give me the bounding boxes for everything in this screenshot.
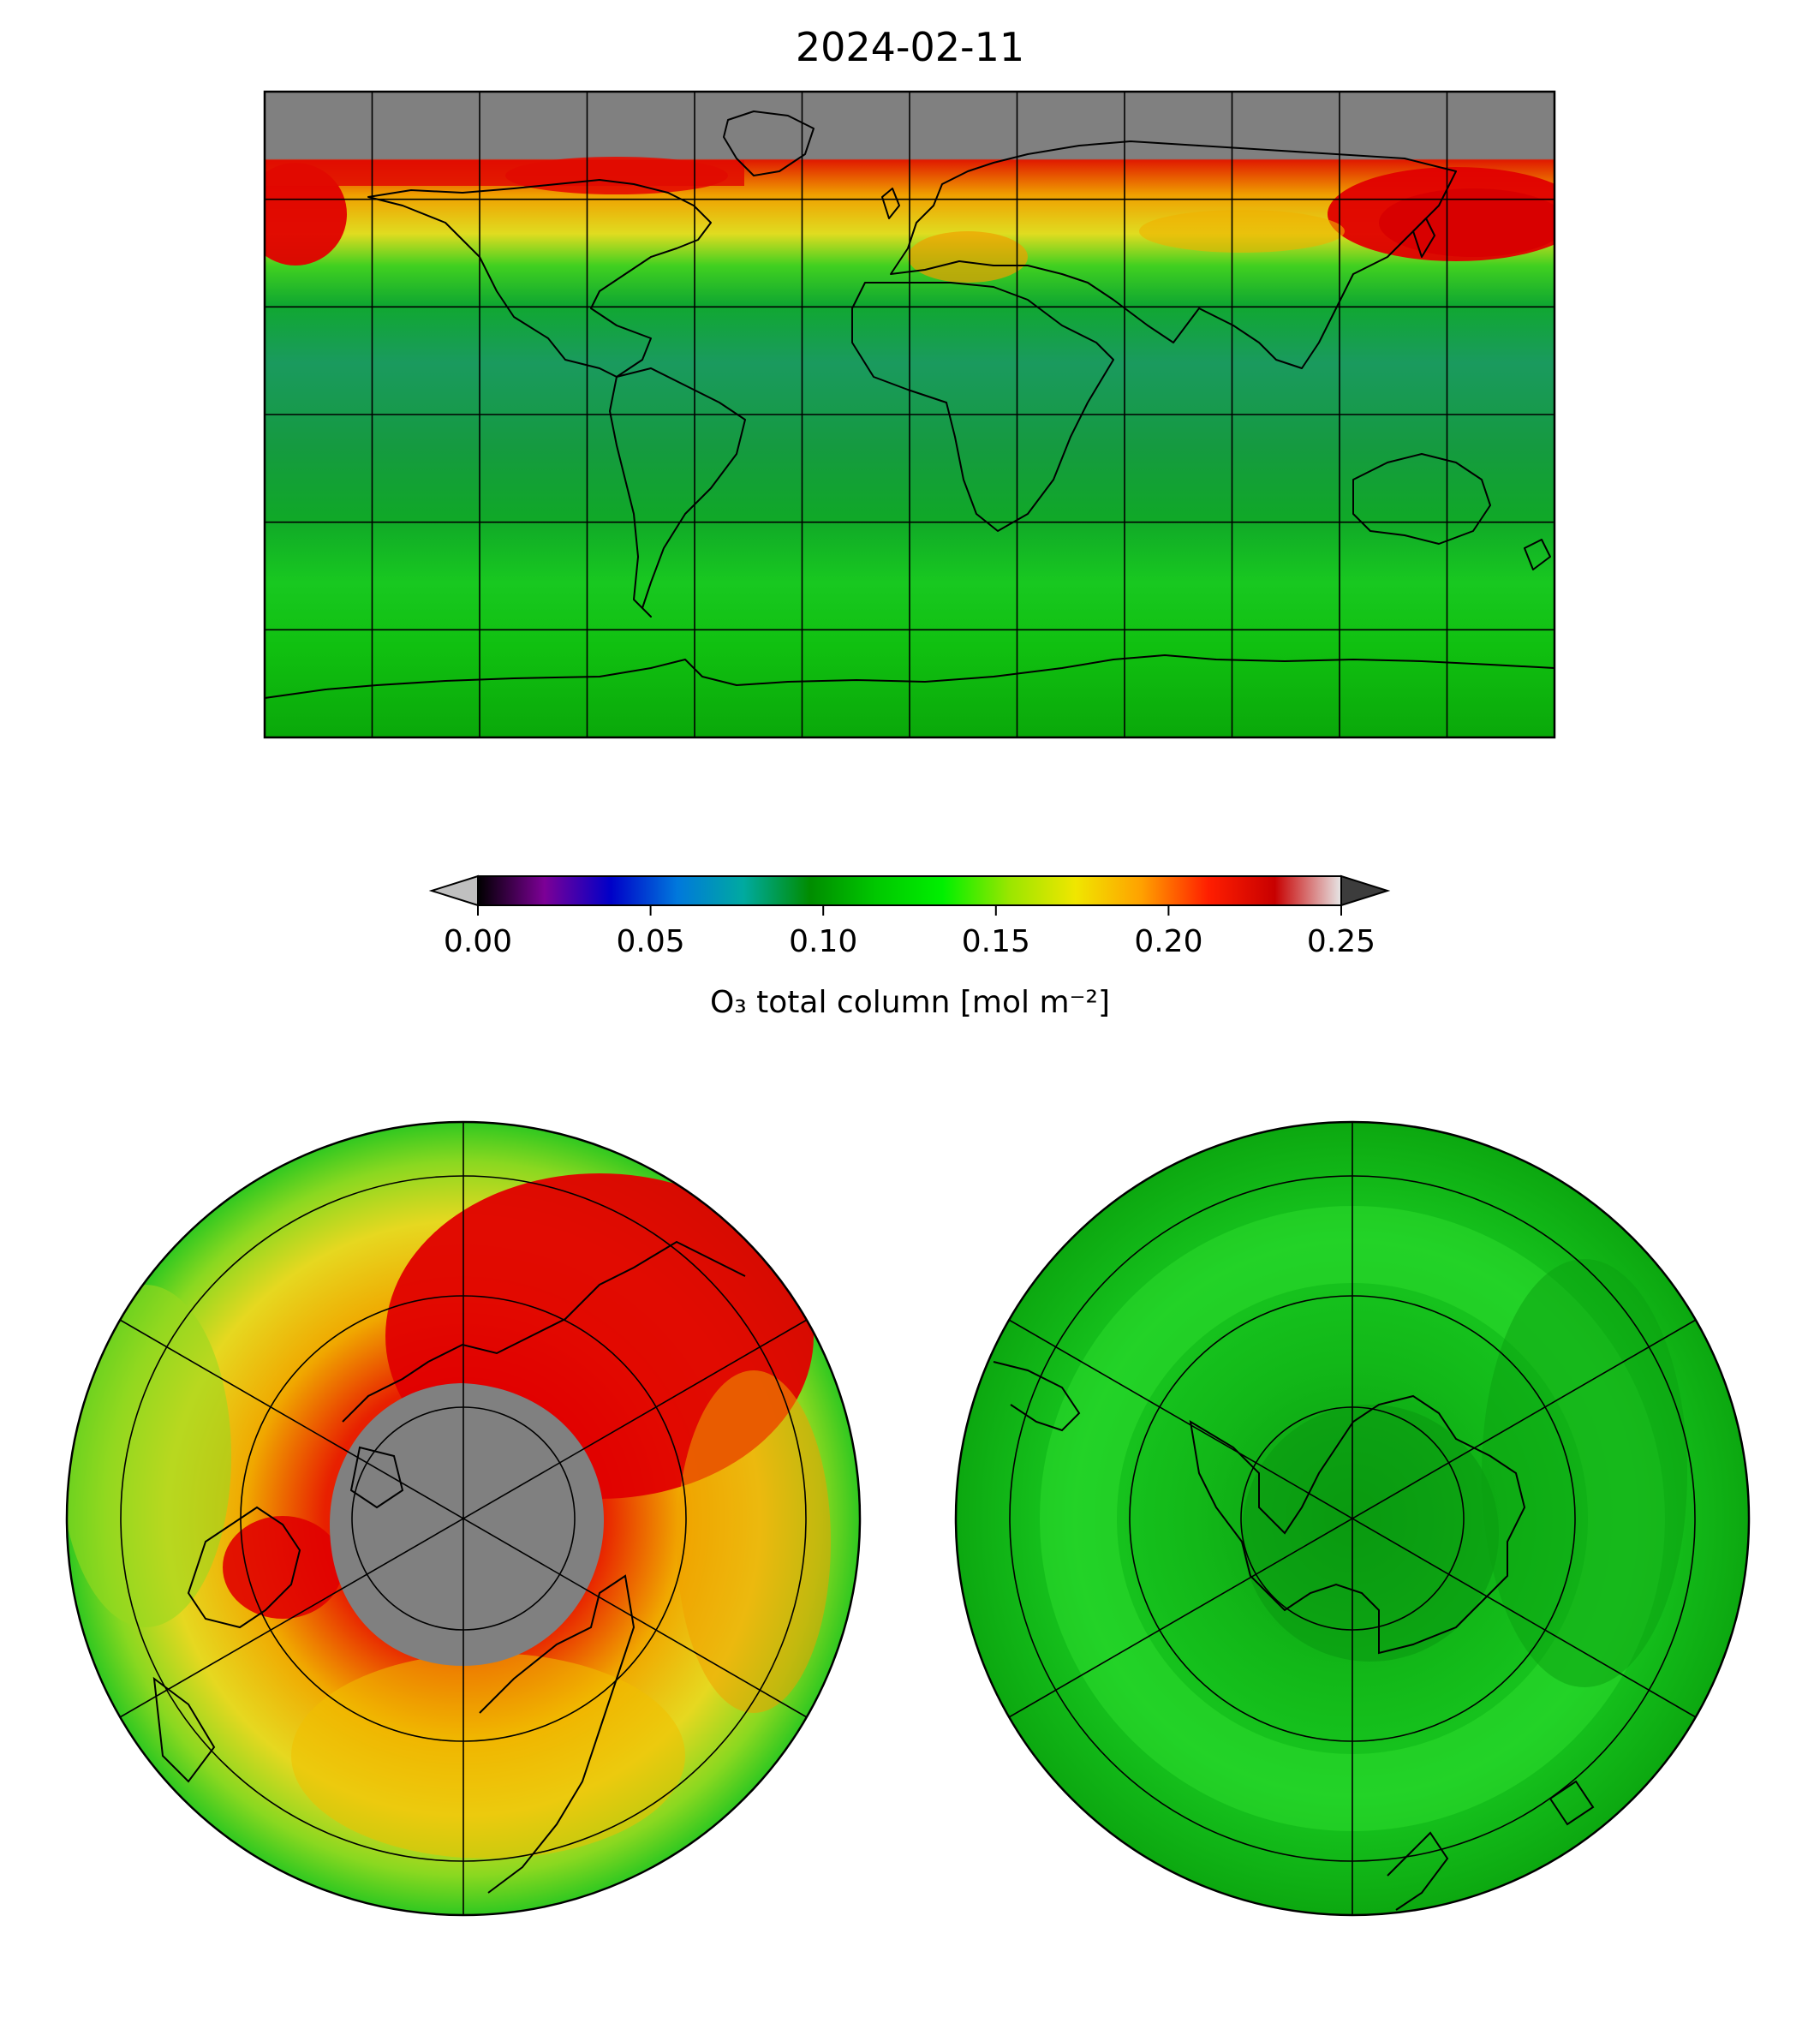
coastline-africa: [851, 282, 1114, 532]
north-polar-panel: [65, 1120, 862, 1917]
global-gridlines: [265, 92, 1554, 737]
colorbar-tick-label: 0.00: [444, 924, 512, 959]
colorbar-ticks: 0.00 0.05 0.10 0.15 0.20 0.25: [444, 905, 1375, 959]
coastline-australia: [1352, 453, 1491, 545]
north-polar-field: [67, 1173, 831, 1859]
colorbar-gradient: [477, 875, 1342, 906]
south-polar-panel: [954, 1120, 1751, 1917]
north-mid-ozone-east: [677, 1370, 831, 1713]
global-coastlines: [264, 110, 1555, 699]
figure-title: 2024-02-11: [795, 24, 1025, 70]
south-america-tip: [993, 1361, 1081, 1432]
colorbar-label: O₃ total column [mol m⁻²]: [709, 985, 1111, 1020]
global-map-panel: [263, 90, 1556, 739]
global-map-frame: [263, 90, 1556, 739]
colorbar: 0.00 0.05 0.10 0.15 0.20 0.25: [428, 874, 1391, 959]
coastline-uk: [881, 188, 900, 219]
colorbar-tick-label: 0.10: [789, 924, 857, 959]
north-polar-coastlines: [152, 1240, 746, 1894]
colorbar-over-extension: [1340, 874, 1391, 907]
mid-ozone-region-central-asia: [1139, 210, 1345, 253]
south-dark-sector: [1482, 1259, 1687, 1687]
north-high-ozone-west: [223, 1516, 343, 1619]
colorbar-under-extension: [428, 874, 479, 907]
mid-ozone-region-europe: [908, 231, 1028, 283]
new-zealand: [1387, 1831, 1449, 1911]
arctic-high-band: [265, 160, 744, 186]
south-dark-core: [1242, 1405, 1499, 1662]
coastline-antarctica: [264, 654, 1555, 699]
high-ozone-region-west: [265, 163, 347, 266]
antarctica-coastline: [1189, 1394, 1526, 1655]
south-polar-coastlines: [993, 1361, 1595, 1911]
south-polar-gridlines: [1008, 1122, 1697, 1915]
coastline-greenland: [723, 110, 815, 176]
coastline-north-america: [367, 179, 712, 378]
colorbar-tick-label: 0.20: [1134, 924, 1202, 959]
colorbar-tick-label: 0.25: [1307, 924, 1375, 959]
north-low-ozone-west: [67, 1285, 231, 1627]
north-mid-ozone-ring: [291, 1653, 685, 1859]
north-polar-frame: [65, 1120, 862, 1917]
north-polar-night-region: [330, 1383, 604, 1666]
coastline-new-zealand: [1524, 539, 1551, 570]
coastline-south-america: [609, 367, 746, 618]
south-polar-frame: [954, 1120, 1751, 1917]
colorbar-tick-label: 0.15: [962, 924, 1030, 959]
high-ozone-region-east-asia-core: [1379, 188, 1554, 257]
australia-edge: [1548, 1780, 1595, 1826]
ozone-anomalies: [265, 157, 1554, 283]
coastline-eurasia: [890, 140, 1457, 369]
colorbar-tick-label: 0.05: [617, 924, 685, 959]
coastline-japan: [1412, 218, 1435, 258]
